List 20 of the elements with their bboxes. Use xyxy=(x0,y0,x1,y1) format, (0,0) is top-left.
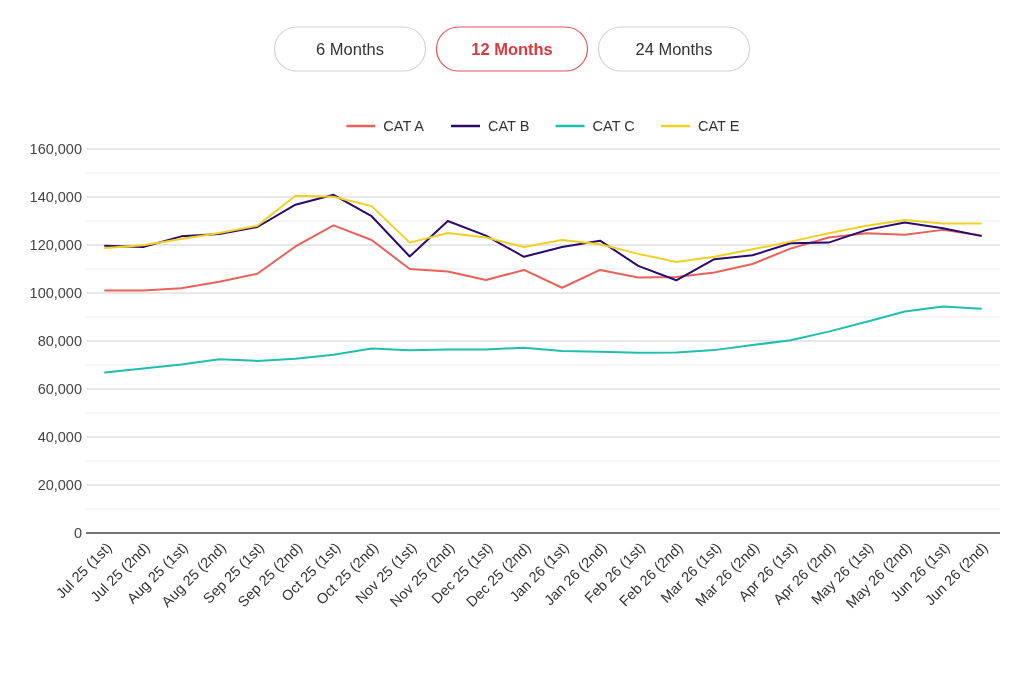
y-tick-label: 160,000 xyxy=(29,141,82,158)
line-series xyxy=(104,194,982,264)
legend-label: CAT A xyxy=(383,118,425,135)
button: 24 Months xyxy=(597,26,751,72)
y-tick-label: 20,000 xyxy=(37,477,82,494)
line-series xyxy=(104,193,982,282)
legend-label: CAT B xyxy=(487,118,530,135)
line-series xyxy=(104,305,982,374)
y-tick-label: 120,000 xyxy=(29,237,82,254)
y-tick-label: 140,000 xyxy=(29,189,82,206)
y-tick-label: 40,000 xyxy=(37,429,82,446)
y-tick-label: 80,000 xyxy=(37,333,82,350)
button: 12 Months xyxy=(435,26,589,72)
y-tick-label: 100,000 xyxy=(29,285,82,302)
legend-label: CAT C xyxy=(592,118,635,135)
y-tick-label: 60,000 xyxy=(37,381,82,398)
y-tick-label: 0 xyxy=(73,525,82,542)
legend-label: CAT E xyxy=(698,118,740,135)
line-series xyxy=(104,224,982,292)
button: 6 Months xyxy=(273,26,427,72)
